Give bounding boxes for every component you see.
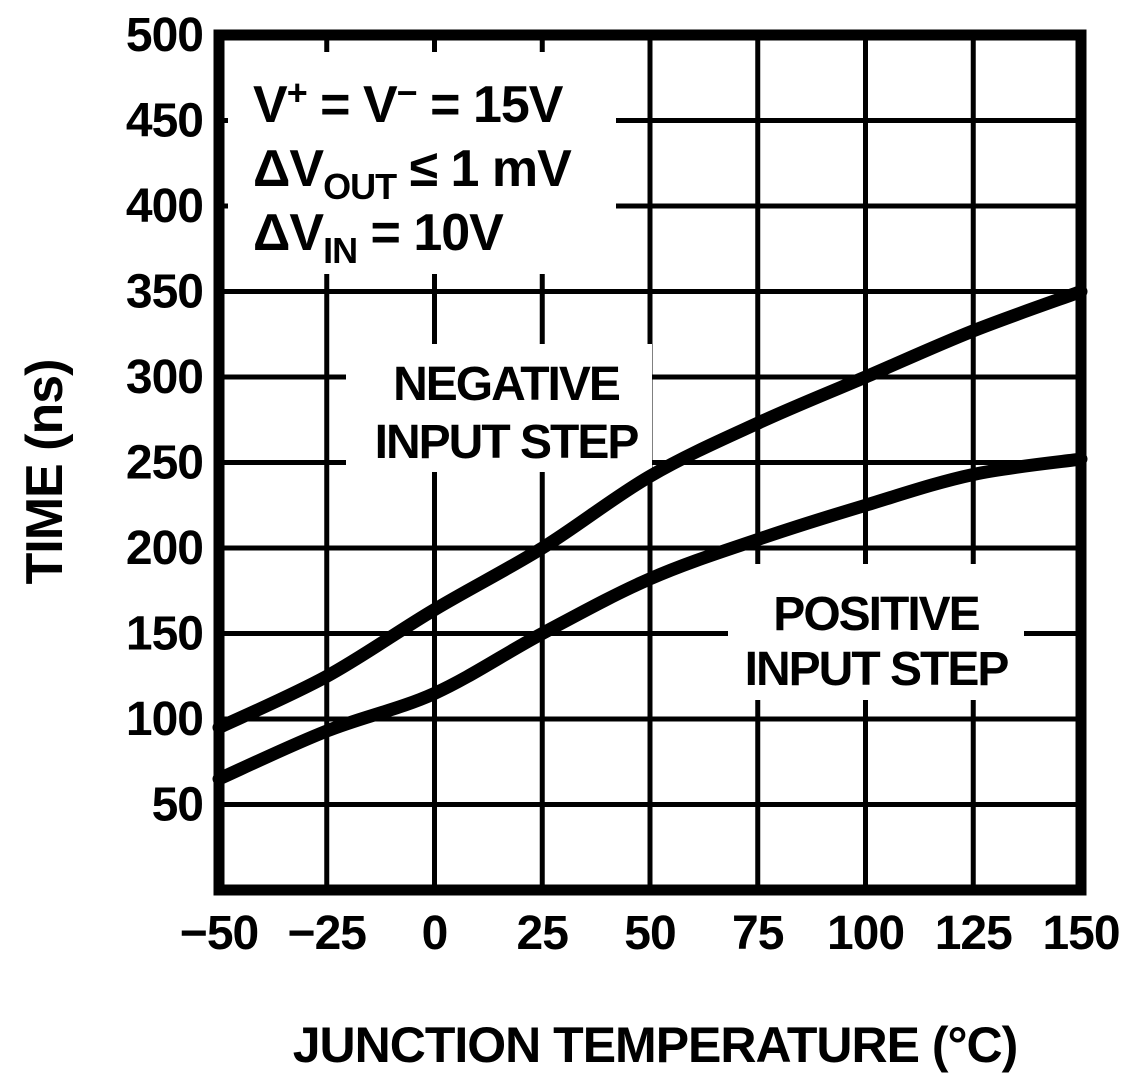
x-tick-label: 75	[732, 907, 784, 960]
tick-labels: 50 100 150 200 250 300 350 400 450 500 −50 −25 0 25 50…	[126, 9, 1121, 960]
condition-line: ΔVOUT ≤ 1 mV	[253, 140, 572, 207]
negative-input-step-curve	[212, 285, 1088, 734]
conditions-background	[228, 52, 616, 274]
condition-line: ΔVIN = 10V	[253, 204, 504, 271]
positive-input-step-label: POSITIVE	[773, 588, 979, 641]
x-tick-label: 25	[517, 907, 569, 960]
negative-input-step-label: INPUT STEP	[375, 416, 639, 469]
x-axis-title: JUNCTION TEMPERATURE (°C)	[293, 1017, 1018, 1073]
y-tick-label: 350	[126, 266, 203, 319]
positive-input-step-label: INPUT STEP	[745, 643, 1009, 696]
condition-line: V+ = V− = 15V	[253, 72, 564, 134]
y-tick-label: 200	[126, 522, 203, 575]
y-tick-label: 100	[126, 693, 203, 746]
negative-input-step-label-background	[346, 344, 652, 472]
y-axis-title: TIME (ns)	[16, 360, 74, 585]
x-tick-label: 150	[1042, 907, 1119, 960]
y-tick-label: 250	[126, 437, 203, 490]
y-tick-label: 500	[126, 9, 203, 62]
y-tick-label: 400	[126, 180, 203, 233]
positive-input-step-curve	[212, 452, 1088, 786]
x-tick-label: 125	[935, 907, 1012, 960]
x-tick-label: 0	[422, 907, 448, 960]
x-tick-label: −25	[288, 907, 367, 960]
positive-input-step-label-background	[728, 564, 1024, 700]
x-tick-label: −50	[180, 907, 258, 960]
x-tick-label: 100	[827, 907, 904, 960]
y-tick-label: 150	[126, 608, 203, 661]
y-tick-label: 50	[152, 779, 203, 832]
y-tick-label: 300	[126, 351, 203, 404]
x-tick-label: 50	[624, 907, 675, 960]
curves	[212, 285, 1088, 786]
negative-input-step-label: NEGATIVE	[393, 358, 620, 411]
y-tick-label: 450	[126, 95, 203, 148]
